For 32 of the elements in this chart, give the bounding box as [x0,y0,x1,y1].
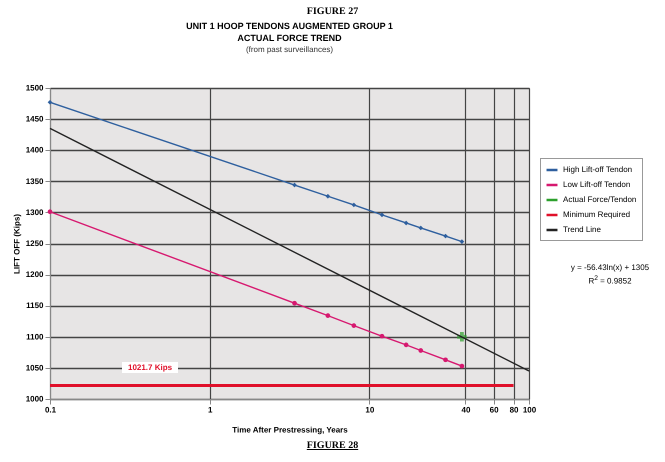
y-tick-label: 1350 [26,176,44,186]
text: y = -56.43ln(x) + 1305 [570,262,650,273]
y-axis-title: LIFT OFF (Kips) [12,214,22,274]
text: R$^{2}$ = 0.9852 [587,274,633,287]
y-tick-label: 1200 [26,270,44,280]
y-tick-label: 1100 [26,332,44,342]
y-tick-label: 1450 [26,114,44,124]
chart-subtitle: (from past surveillances) [246,45,334,54]
caption: FIGURE 28 [306,440,360,451]
x-axis-title: Time After Prestressing, Years [232,426,348,434]
x-tick-label: 100 [522,406,537,414]
x-tick-label: 1 [208,406,213,414]
x-tick-label: 60 [490,406,500,414]
x-tick-label: 80 [510,406,520,414]
legend-label: Low Lift-off Tendon [563,180,630,189]
y-tick-label: 1400 [26,146,44,155]
y-tick-label: 1300 [26,208,44,217]
annotation: 1021.7 Kips [122,362,178,373]
x-tick-label: 0.1 [44,406,57,414]
y-tick-label: 1250 [26,239,44,248]
legend-label: High Lift-off Tendon [563,165,632,174]
y-tick-label: 1150 [26,301,44,310]
caption: FIGURE 27 [306,6,360,17]
y-tick-label: 1050 [26,363,44,372]
y-tick-label: 1000 [26,394,44,404]
chart-title: UNIT 1 HOOP TENDONS AUGMENTED GROUP 1 ACTUAL FORCE TREND [186,21,393,43]
y-tick-label: 1500 [26,84,44,92]
legend-label: Minimum Required [563,210,630,219]
x-tick-label: 40 [462,406,471,414]
legend-label: Trend Line [563,225,602,234]
legend-label: Actual Force/Tendon [563,195,636,204]
x-tick-label: 10 [365,406,375,414]
